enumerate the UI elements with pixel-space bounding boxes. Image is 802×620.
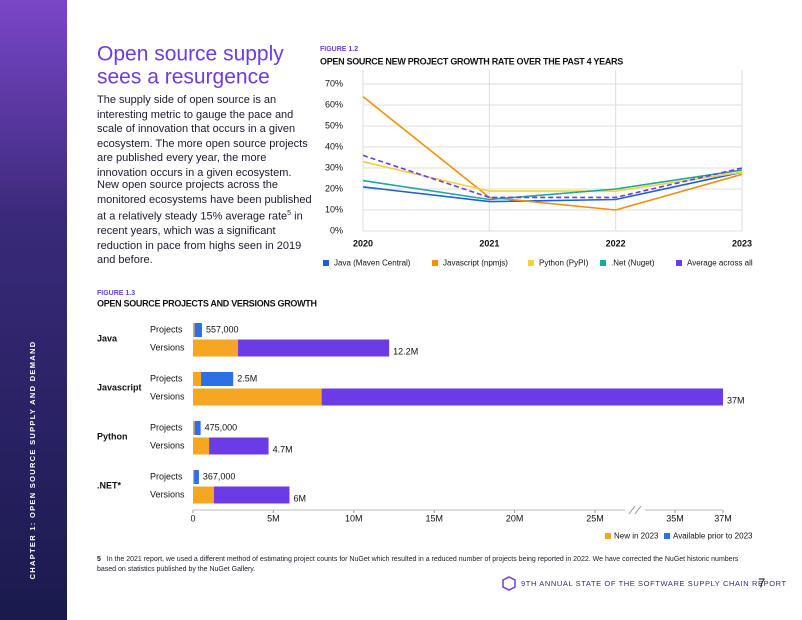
group-label: .NET* [97,480,122,490]
heading: Open source supply [97,43,284,66]
x-tick-label: 15M [425,513,443,523]
legend-swatch [664,533,670,539]
group-label: Javascript [97,382,142,392]
line [362,154,743,199]
row-label: Projects [150,373,183,383]
bar [193,437,210,455]
legend-swatch [432,260,438,266]
legend-label: New in 2023 [614,532,659,541]
footnote: 5 In the 2021 report, we used a differen… [97,555,757,575]
y-tick-label: 50% [325,120,343,130]
x-tick-label: 20M [506,513,524,523]
x-tick-label: 10M [345,513,363,523]
footnote-number: 5 [97,556,101,563]
footnote-ref: 5 [287,210,292,217]
heading: sees a resurgence [97,66,270,89]
group-label: Java [97,333,118,343]
legend-swatch [605,533,611,539]
y-tick-label: 40% [325,141,343,151]
legend-swatch [528,260,534,266]
text: New open source projects across the moni… [97,179,312,223]
total-label: 4.7M [273,444,293,454]
total-label: 367,000 [203,471,236,481]
x-tick-label: 25M [586,513,604,523]
x-tick-label: 2022 [606,238,626,248]
line [362,169,743,201]
x-tick-label: 37M [714,513,732,523]
bar [193,421,195,435]
chart-title: OPEN SOURCE NEW PROJECT GROWTH RATE OVER… [320,56,623,66]
sidebar [0,0,67,620]
row-label: Versions [150,342,185,352]
y-tick-label: 60% [325,99,343,109]
bar [193,486,214,504]
legend-swatch [323,260,329,266]
text: in recent years, which was a significant… [97,210,303,267]
paragraph: The supply side of open source is an int… [97,94,308,179]
row-label: Projects [150,422,183,432]
y-tick-label: 0% [330,225,343,235]
bar [201,372,234,386]
bar [193,323,195,337]
bar [193,470,195,484]
bar [194,421,201,435]
line [362,171,743,203]
bar [193,339,239,357]
bar [213,486,290,504]
total-label: 12.2M [393,346,418,356]
x-tick-label: 2023 [732,238,752,248]
footer-report: 9TH ANNUAL STATE OF THE SOFTWARE SUPPLY … [521,579,787,588]
legend-label: .Net (Nuget) [611,259,655,268]
total-label: 2.5M [237,373,257,383]
total-label: 6M [293,493,306,503]
x-tick-label: 35M [666,513,684,523]
bar [209,437,269,455]
row-label: Versions [150,391,185,401]
line [362,160,743,192]
footnote-text: In the 2021 report, we used a different … [97,556,739,573]
x-tick-label: 2020 [353,238,373,248]
figure-label: FIGURE 1.2 [320,46,358,53]
axis-break [628,505,642,515]
bar [193,372,202,386]
figure-label: FIGURE 1.3 [97,290,135,297]
legend-label: Available prior to 2023 [673,532,753,541]
bar [194,323,202,337]
legend-swatch [600,260,606,266]
line [362,95,743,211]
total-label: 557,000 [206,324,239,334]
legend-label: Average across all [687,259,753,268]
row-label: Versions [150,489,185,499]
footer-icon [502,576,516,591]
legend-swatch [676,260,682,266]
y-tick-label: 20% [325,183,343,193]
bar [193,388,322,406]
bar [321,388,723,406]
x-tick-label: 2021 [479,238,499,248]
total-label: 37M [727,395,745,405]
group-label: Python [97,431,128,441]
x-tick-label: 0 [190,513,195,523]
bar [194,470,199,484]
page-number: 7 [758,575,765,590]
paragraph: New open source projects across the moni… [97,178,315,268]
y-tick-label: 10% [325,204,343,214]
y-tick-label: 70% [325,78,343,88]
legend-label: Python (PyPI) [539,259,589,268]
y-tick-label: 30% [325,162,343,172]
chapter-label: CHAPTER 1: OPEN SOURCE SUPPLY AND DEMAND [28,341,37,580]
legend-label: Javascript (npmjs) [443,259,508,268]
x-tick-label: 5M [267,513,280,523]
total-label: 475,000 [205,422,238,432]
row-label: Projects [150,324,183,334]
row-label: Versions [150,440,185,450]
bar [238,339,390,357]
chart-title: OPEN SOURCE PROJECTS AND VERSIONS GROWTH [97,298,317,308]
legend-label: Java (Maven Central) [334,259,411,268]
row-label: Projects [150,471,183,481]
